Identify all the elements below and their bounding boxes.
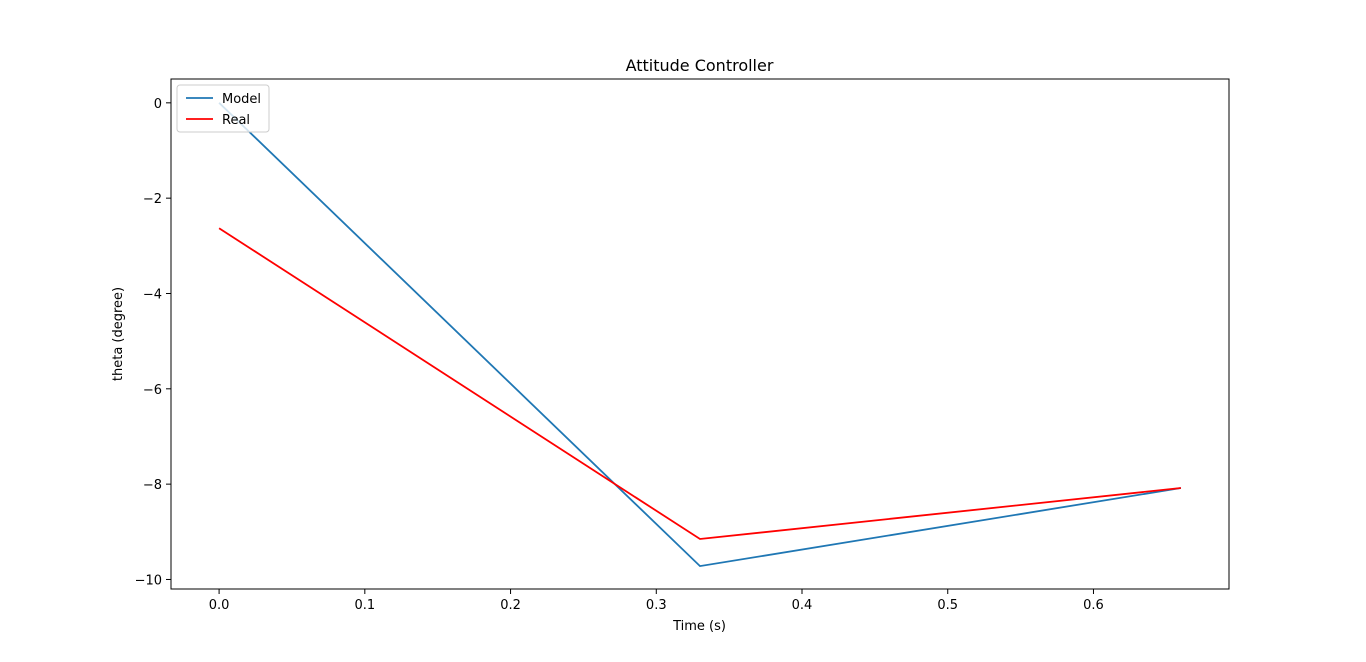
x-tick-label: 0.0 [209,598,230,613]
x-axis-title: Time (s) [672,619,726,634]
y-tick-label: 0 [154,97,162,112]
x-tick-label: 0.6 [1083,598,1104,613]
plot-area: 0.0 0.1 0.2 0.3 0.4 0.5 0.6 0 −2 −4 −6 −8 −10 Model Re… [135,78,1230,613]
chart-title: Attitude Controller [626,56,774,75]
x-tick-label: 0.1 [354,598,375,613]
legend-label-model: Model [222,92,261,107]
series-line-model [218,102,1182,568]
legend-box [176,84,270,133]
x-tick-label: 0.2 [500,598,521,613]
y-tick-label: −10 [135,573,162,588]
series-line-real [218,227,1181,540]
x-tick-label: 0.5 [937,598,958,613]
y-tick-label: −8 [143,478,162,493]
y-tick-label: −2 [143,192,162,207]
y-tick-label: −4 [143,287,162,302]
y-axis-title: theta (degree) [111,287,126,381]
x-tick-label: 0.4 [792,598,813,613]
x-tick-label: 0.3 [646,598,667,613]
legend-label-real: Real [222,113,250,128]
plot-frame [170,78,1230,590]
y-tick-label: −6 [143,383,162,398]
